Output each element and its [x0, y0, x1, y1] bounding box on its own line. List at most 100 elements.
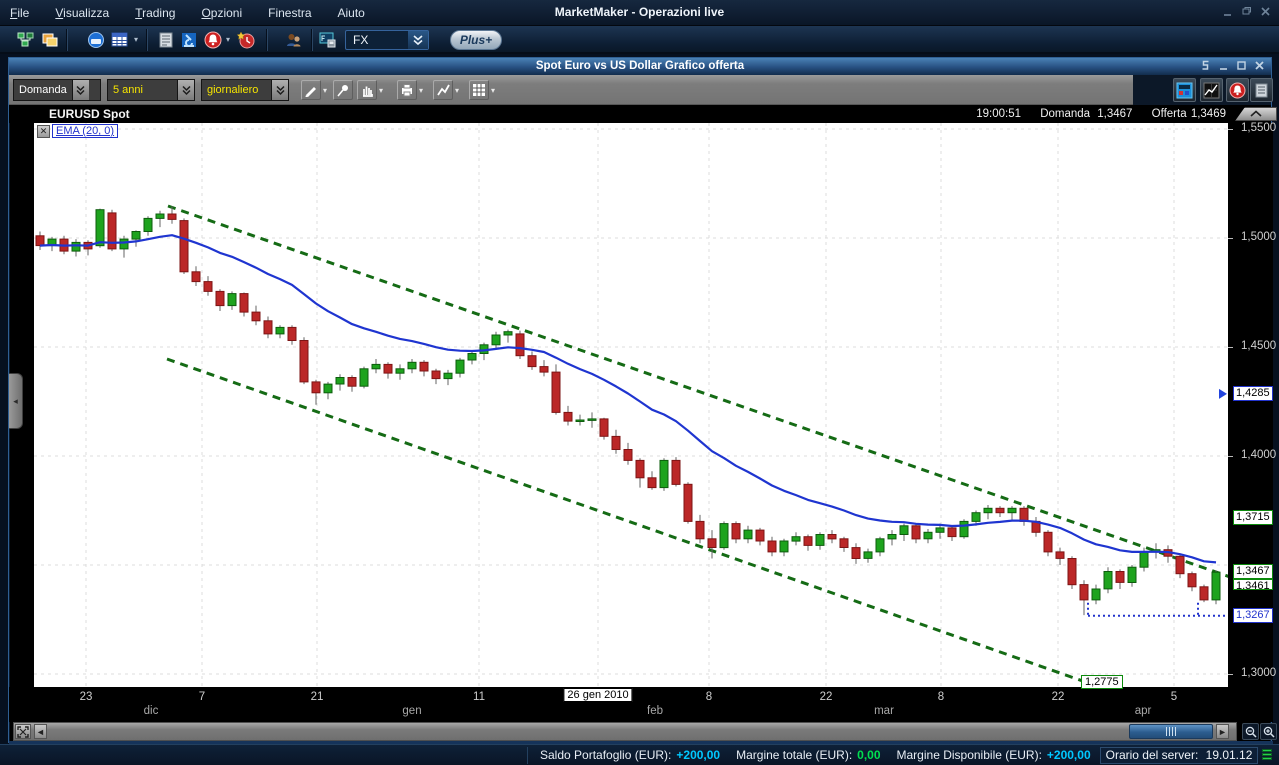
draw-pencil-icon[interactable] — [301, 80, 321, 100]
date-axis[interactable]: 23 7 21 11 26 gen 2010 8 22 8 22 5 dic gen feb mar apr — [9, 687, 1273, 722]
gridlines — [34, 123, 1228, 687]
month-tick-label: dic — [143, 705, 159, 717]
close-icon[interactable] — [1260, 6, 1271, 17]
status-label: Margine Disponibile (EUR): — [896, 748, 1042, 762]
ema-line[interactable] — [39, 234, 1217, 564]
candle-bodies — [35, 209, 1221, 601]
menu-visualizza[interactable]: Visualizza — [55, 6, 110, 20]
month-tick-label: gen — [402, 705, 422, 717]
chart-window-titlebar[interactable]: Spot Euro vs US Dollar Grafico offerta — [9, 58, 1271, 75]
chart-window-title: Spot Euro vs US Dollar Grafico offerta — [535, 60, 745, 72]
restore-icon[interactable] — [1241, 6, 1252, 17]
trend-channel[interactable] — [166, 204, 1228, 687]
side-panel-handle[interactable]: ◂ — [9, 373, 23, 429]
minimize-icon[interactable] — [1222, 6, 1233, 17]
print-icon[interactable] — [397, 80, 417, 100]
account-status-items: Saldo Portafoglio (EUR): +200,00 Margine t… — [540, 748, 1107, 762]
menu-opzioni[interactable]: Opzioni — [201, 6, 243, 20]
chevron-down-icon[interactable]: ▾ — [226, 35, 231, 44]
menu-finestra[interactable]: Finestra — [268, 6, 312, 20]
fx-monitor-icon[interactable] — [318, 30, 338, 50]
chevron-down-icon[interactable]: ▾ — [379, 86, 384, 95]
lock-icon[interactable] — [86, 30, 106, 50]
plus-button[interactable]: Plus+ — [450, 30, 502, 50]
timeframe-dropdown[interactable]: giornaliero — [201, 79, 289, 101]
ask-label: Offerta — [1151, 108, 1187, 120]
date-tick-label: 7 — [198, 691, 206, 703]
trendline-value-label: 1,2775 — [1081, 675, 1123, 689]
chart-scrollbar[interactable]: ◄ ► — [13, 722, 1237, 741]
price-axis[interactable]: 1,5500 1,5000 1,4500 1,4000 1,3000 1,4285 1,37… — [1228, 122, 1277, 687]
symbol-label: EURUSD Spot — [49, 107, 130, 121]
plot-background — [34, 123, 1228, 687]
alerts-bell-icon[interactable] — [1226, 78, 1249, 102]
plot-area[interactable] — [34, 123, 1228, 687]
layout-tiles-icon[interactable] — [1173, 78, 1196, 102]
status-value: 0,00 — [857, 748, 881, 762]
price-tick-label: 1,5000 — [1241, 230, 1277, 243]
scroll-right-button[interactable]: ► — [1216, 724, 1229, 739]
chart-window-icon[interactable] — [1200, 78, 1223, 102]
fx-selector[interactable]: FX — [345, 30, 429, 50]
support-agent-icon[interactable] — [284, 30, 304, 50]
chevron-double-down-icon — [71, 80, 89, 100]
date-tick-label: 5 — [1170, 691, 1178, 703]
chevron-double-down-icon[interactable] — [408, 31, 428, 49]
price-tick-mark — [1228, 346, 1233, 348]
scrollbar-thumb[interactable] — [1129, 724, 1213, 739]
alarm-new-icon[interactable] — [236, 30, 256, 50]
legend-close-icon[interactable]: ✕ — [37, 124, 50, 138]
alerts-bell-icon[interactable] — [203, 30, 223, 50]
price-tick-mark — [1228, 128, 1233, 130]
minimize-icon[interactable] — [1218, 60, 1229, 71]
chart-toolbar: Domanda 5 anni giornaliero ▾ ▾ ▾ ▾ ▾ — [9, 75, 1273, 105]
menu-aiuto[interactable]: Aiuto — [337, 6, 365, 20]
pin-icon[interactable] — [1200, 60, 1211, 71]
candlestick-chart[interactable] — [34, 123, 1228, 687]
chevron-down-icon[interactable]: ▾ — [323, 86, 328, 95]
menu-trading[interactable]: Trading — [135, 6, 176, 20]
chevron-down-icon[interactable]: ▾ — [419, 86, 424, 95]
range-dropdown[interactable]: 5 anni — [107, 79, 195, 101]
fit-chart-icon[interactable] — [15, 724, 31, 739]
menu-file[interactable]: File — [10, 6, 30, 20]
tiled-windows-icon[interactable] — [40, 30, 60, 50]
price-basis-dropdown[interactable]: Domanda — [13, 79, 101, 101]
status-separator — [527, 747, 528, 764]
price-tick-mark — [1228, 673, 1233, 675]
maximize-icon[interactable] — [1236, 60, 1247, 71]
chevron-down-icon[interactable]: ▾ — [134, 35, 139, 44]
watchlist-grid-icon[interactable] — [110, 30, 130, 50]
chart-style-icon[interactable] — [433, 80, 453, 100]
support-line[interactable] — [1087, 602, 1228, 617]
price-marker-label: 1,3461 — [1233, 579, 1273, 591]
status-value: +200,00 — [1046, 748, 1091, 762]
ema-legend-label[interactable]: EMA (20, 0) — [52, 124, 119, 138]
quote-strip: 19:00:51 Domanda 1,3467 Offerta 1,3469 — [972, 108, 1226, 120]
range-value: 5 anni — [113, 84, 143, 96]
date-tick-label: 22 — [1051, 691, 1065, 703]
price-marker-label: 1,3715 — [1233, 510, 1273, 526]
server-time-panel: Orario del server: 19.01.12 — [1100, 747, 1258, 764]
chevron-down-icon[interactable]: ▾ — [455, 86, 460, 95]
news-icon[interactable] — [1250, 78, 1273, 102]
main-window-controls — [1222, 6, 1271, 17]
window-frame-bottom — [9, 741, 1273, 744]
status-label: Saldo Portafoglio (EUR): — [540, 748, 672, 762]
zoom-out-icon[interactable] — [1242, 723, 1259, 740]
close-icon[interactable] — [1254, 60, 1265, 71]
chevron-down-icon[interactable]: ▾ — [491, 86, 496, 95]
zoom-in-icon[interactable] — [1260, 723, 1277, 740]
pin-annotation-icon[interactable] — [333, 80, 353, 100]
toolbar-separator — [266, 29, 267, 51]
news-icon[interactable] — [156, 30, 176, 50]
hand-pan-icon[interactable] — [357, 80, 377, 100]
price-arrow-marker — [1219, 388, 1227, 399]
data-grid-icon[interactable] — [469, 80, 489, 100]
server-time-label: Orario del server: — [1105, 748, 1199, 762]
scroll-left-button[interactable]: ◄ — [34, 724, 47, 739]
server-time-value: 19.01.12 — [1205, 748, 1253, 762]
research-microscope-icon[interactable] — [179, 30, 199, 50]
timeframe-value: giornaliero — [207, 84, 259, 96]
org-tree-icon[interactable] — [16, 30, 36, 50]
